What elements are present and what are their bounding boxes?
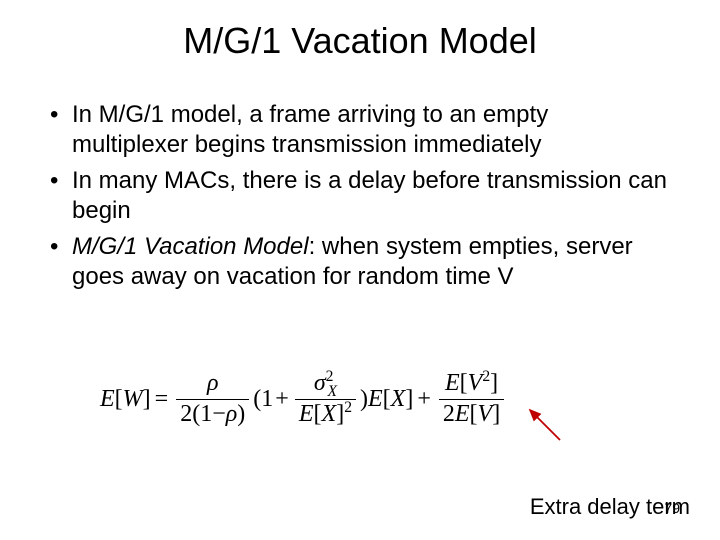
- f-X2: X: [322, 401, 337, 427]
- f-minus: −: [212, 401, 226, 427]
- bullet-item: M/G/1 Vacation Model: when system emptie…: [50, 232, 670, 292]
- f-rho: ρ: [207, 370, 219, 396]
- f-lb3: [: [383, 386, 391, 413]
- f-V2: V: [478, 401, 493, 427]
- f-E: E: [100, 386, 115, 413]
- page-number: 79: [664, 500, 680, 516]
- bullet-item: In many MACs, there is a delay before tr…: [50, 166, 670, 226]
- f-E2: E: [299, 401, 314, 427]
- f-E4: E: [445, 370, 460, 396]
- bullet-item: In M/G/1 model, a frame arriving to an e…: [50, 100, 670, 160]
- bullet-italic: M/G/1 Vacation Model: [72, 233, 309, 260]
- f-lb5: [: [470, 401, 478, 427]
- bullet-text: In many MACs, there is a delay before tr…: [72, 167, 667, 224]
- slide: M/G/1 Vacation Model In M/G/1 model, a f…: [0, 0, 720, 540]
- f-X3: X: [391, 386, 406, 413]
- f-lbrack: [: [115, 386, 123, 413]
- f-rp1: ): [237, 401, 245, 427]
- f-rb2: ]: [336, 401, 344, 427]
- bullet-list: In M/G/1 model, a frame arriving to an e…: [50, 100, 670, 298]
- f-lp2: (: [253, 386, 261, 413]
- frac-3: E[V2] 2E[V]: [439, 370, 504, 428]
- f-1b: 1: [261, 386, 273, 413]
- bullet-text: In M/G/1 model, a frame arriving to an e…: [72, 101, 548, 158]
- f-V1: V: [468, 370, 483, 396]
- frac-2: σ2X E[X]2: [295, 370, 356, 428]
- slide-title: M/G/1 Vacation Model: [0, 20, 720, 62]
- f-eq: =: [155, 386, 169, 413]
- f-rb4: ]: [490, 370, 498, 396]
- f-lb2: [: [314, 401, 322, 427]
- f-rho2: ρ: [226, 401, 238, 427]
- f-rp2: ): [360, 386, 368, 413]
- f-exsup: 2: [344, 399, 352, 416]
- f-2a: 2: [180, 401, 192, 427]
- f-rb3: ]: [405, 386, 413, 413]
- f-rb5: ]: [492, 401, 500, 427]
- f-plus1: +: [275, 386, 289, 413]
- f-2b: 2: [443, 401, 455, 427]
- f-sigsub: X: [327, 383, 337, 400]
- f-E3: E: [368, 386, 383, 413]
- f-plus2: +: [417, 386, 431, 413]
- formula: E[W] = ρ 2(1−ρ) (1+ σ2X E[X]2 ) E[X] + E…: [100, 370, 508, 428]
- f-sigma: σ: [314, 370, 326, 396]
- f-W: W: [123, 386, 143, 413]
- f-1a: 1: [200, 401, 212, 427]
- f-lb4: [: [460, 370, 468, 396]
- f-E5: E: [455, 401, 470, 427]
- frac-1: ρ 2(1−ρ): [176, 370, 249, 428]
- f-rbrack: ]: [143, 386, 151, 413]
- f-vsup: 2: [482, 368, 490, 385]
- arrow-line: [530, 410, 560, 440]
